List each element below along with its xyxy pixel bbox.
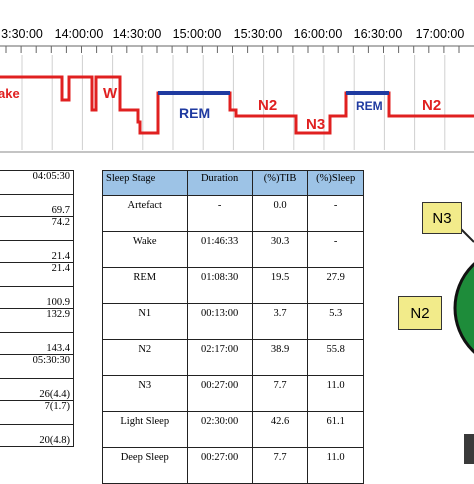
cell-stage: N2 <box>102 339 188 376</box>
cell-sleep: 61.1 <box>307 411 364 448</box>
header-sleep: (%)Sleep <box>307 170 364 196</box>
cell-duration: 00:27:00 <box>186 375 253 412</box>
cell-sleep: 27.9 <box>307 267 364 304</box>
value-cell: 143.4 <box>0 332 74 355</box>
cell-sleep: 5.3 <box>307 303 364 340</box>
cell-duration: 00:27:00 <box>186 447 253 484</box>
value-cell: 100.9 <box>0 286 74 309</box>
hypnogram-trace <box>0 75 474 135</box>
sleep-stage-table: Sleep Stage Duration (%)TIB (%)Sleep Art… <box>102 170 364 484</box>
value-cell: 26(4.4) <box>0 378 74 401</box>
header-tib: (%)TIB <box>251 170 309 196</box>
cell-stage: Artefact <box>102 195 188 232</box>
value-cell: 21.4 <box>0 240 74 263</box>
cell-duration: 00:13:00 <box>186 303 253 340</box>
table-header-row: Sleep Stage Duration (%)TIB (%)Sleep <box>102 170 364 196</box>
tick-marks <box>5 46 460 53</box>
cell-tib: 7.7 <box>251 447 309 484</box>
table-row: 7(1.7) <box>0 400 74 425</box>
table-row: Artefact -0.0- <box>102 195 364 232</box>
time-label: 16:00:00 <box>294 27 343 41</box>
cell-sleep: - <box>307 231 364 268</box>
corner-box <box>464 434 474 464</box>
table-row: N2 02:17:00 38.9 55.8 <box>102 339 364 376</box>
time-label: 17:00:00 <box>416 27 465 41</box>
table-row: N1 00:13:00 3.7 5.3 <box>102 303 364 340</box>
header-duration: Duration <box>186 170 253 196</box>
time-label: 14:00:00 <box>55 27 104 41</box>
cell-stage: Light Sleep <box>102 411 188 448</box>
table-row: 74.2 <box>0 216 74 241</box>
table-row: N3 00:27:00 7.7 11.0 <box>102 375 364 412</box>
stage-circle <box>453 262 474 354</box>
cell-stage: REM <box>102 267 188 304</box>
cell-sleep: - <box>307 195 364 232</box>
cell-duration: 02:17:00 <box>186 339 253 376</box>
cell-sleep: 55.8 <box>307 339 364 376</box>
table-row: 05:30:30 <box>0 354 74 379</box>
stage-label: W <box>103 85 118 102</box>
gridlines <box>21 55 446 150</box>
time-label: 16:30:00 <box>354 27 403 41</box>
table-row: 04:05:30 <box>0 170 74 195</box>
n3-box: N3 <box>422 202 462 234</box>
stage-label: N3 <box>306 116 325 133</box>
value-cell: 7(1.7) <box>0 400 74 425</box>
value-cell: 05:30:30 <box>0 354 74 379</box>
cell-tib: 19.5 <box>251 267 309 304</box>
value-cell: 69.7 <box>0 194 74 217</box>
value-cell: 132.9 <box>0 308 74 333</box>
stage-label: ake <box>0 86 20 101</box>
time-label: 3:30:00 <box>1 27 43 41</box>
table-row: 21.4 <box>0 262 74 287</box>
time-label: 15:00:00 <box>173 27 222 41</box>
table-row: REM 01:08:30 19.5 27.9 <box>102 267 364 304</box>
cell-stage: Wake <box>102 231 188 268</box>
table-row: 143.4 <box>0 332 74 355</box>
stage-label: REM <box>179 105 210 121</box>
time-label: 14:30:00 <box>113 27 162 41</box>
cell-sleep: 11.0 <box>307 375 364 412</box>
cell-tib: 38.9 <box>251 339 309 376</box>
stage-label: N2 <box>258 97 277 114</box>
table-row: 26(4.4) <box>0 378 74 401</box>
value-cell: 20(4.8) <box>0 424 74 447</box>
cell-stage: N1 <box>102 303 188 340</box>
value-cell: 21.4 <box>0 262 74 287</box>
cell-tib: 30.3 <box>251 231 309 268</box>
hypnogram: 3:30:00 14:00:00 14:30:00 15:00:00 15:30… <box>0 27 474 153</box>
stage-label: REM <box>356 99 383 113</box>
value-cell: 04:05:30 <box>0 170 74 195</box>
cell-tib: 42.6 <box>251 411 309 448</box>
cell-duration: - <box>186 195 253 232</box>
n2-box: N2 <box>398 296 442 330</box>
table-row: Light Sleep 02:30:00 42.6 61.1 <box>102 411 364 448</box>
table-row: Wake 01:46:33 30.3- <box>102 231 364 268</box>
cell-duration: 02:30:00 <box>186 411 253 448</box>
table-row: 20(4.8) <box>0 424 74 447</box>
header-stage: Sleep Stage <box>102 170 188 196</box>
cell-sleep: 11.0 <box>307 447 364 484</box>
table-row: 21.4 <box>0 240 74 263</box>
cell-duration: 01:08:30 <box>186 267 253 304</box>
cell-tib: 7.7 <box>251 375 309 412</box>
cell-stage: N3 <box>102 375 188 412</box>
value-cell: 74.2 <box>0 216 74 241</box>
cell-stage: Deep Sleep <box>102 447 188 484</box>
table-row: 69.7 <box>0 194 74 217</box>
time-label: 15:30:00 <box>234 27 283 41</box>
summary-table: 04:05:30 69.7 74.2 21.4 21.4 100.9 132.9 143.4 0… <box>0 170 74 447</box>
sleep-cycle-diagram <box>453 225 474 464</box>
cell-tib: 3.7 <box>251 303 309 340</box>
table-row: Deep Sleep 00:27:00 7.7 11.0 <box>102 447 364 484</box>
cell-duration: 01:46:33 <box>186 231 253 268</box>
time-axis: 3:30:00 14:00:00 14:30:00 15:00:00 15:30… <box>1 27 464 41</box>
table-row: 100.9 <box>0 286 74 309</box>
cell-tib: 0.0 <box>251 195 309 232</box>
table-row: 132.9 <box>0 308 74 333</box>
stage-label: N2 <box>422 97 441 114</box>
